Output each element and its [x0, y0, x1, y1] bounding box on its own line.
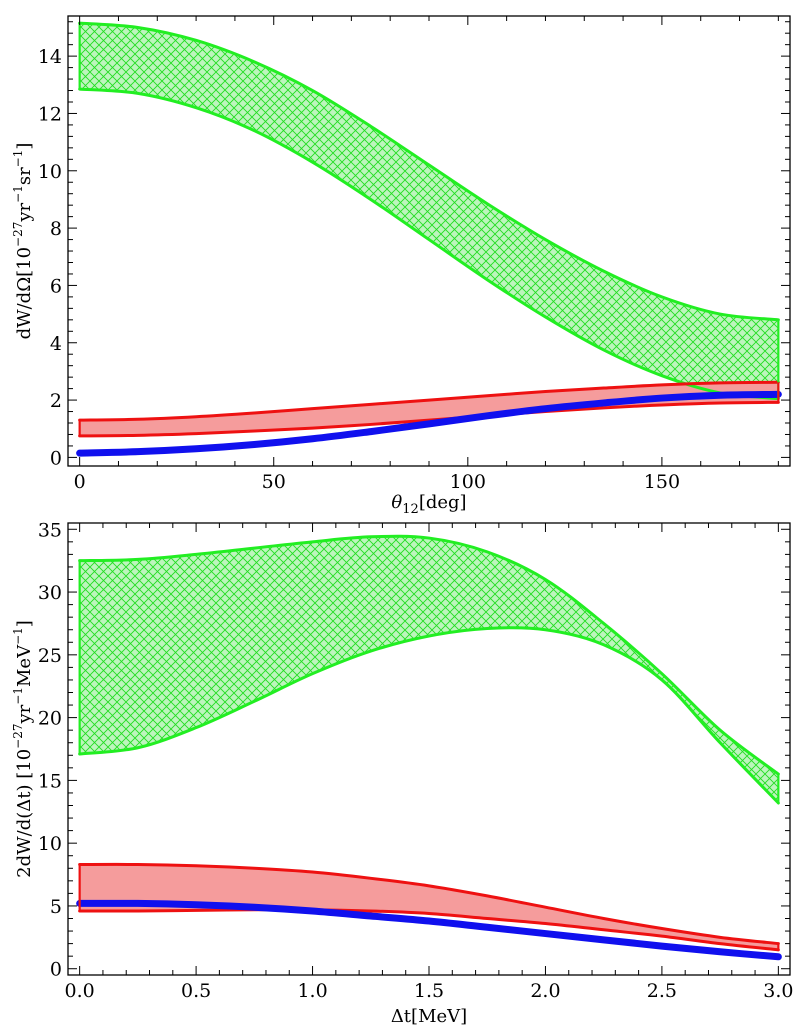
- x-axis-title: θ12[deg]: [391, 492, 466, 517]
- x-tick-label: 0.5: [181, 980, 211, 1002]
- blue-line: [76, 899, 782, 961]
- y-tick-label: 0: [50, 447, 62, 469]
- y-tick-label: 30: [38, 582, 62, 604]
- x-axis-title: Δt[MeV]: [391, 1006, 467, 1027]
- y-tick-label: 15: [38, 770, 62, 792]
- red-lower-line: [78, 908, 780, 952]
- series-lines: [76, 534, 782, 961]
- y-tick-label: 4: [50, 333, 62, 355]
- y-axis: 0 5 10 15 20 25 30 35: [38, 519, 790, 981]
- x-tick-label: 100: [450, 471, 486, 493]
- y-tick-label: 12: [38, 103, 62, 125]
- x-tick-label: 3.0: [763, 980, 793, 1002]
- y-tick-label: 25: [38, 645, 62, 667]
- green-uncertainty-band: [79, 536, 779, 803]
- series-lines: [76, 21, 782, 457]
- y-tick-label: 8: [50, 218, 62, 240]
- y-tick-label: 2: [50, 390, 62, 412]
- x-tick-label: 1.5: [414, 980, 444, 1002]
- green-lower-line: [78, 626, 780, 805]
- x-tick-label: 0.0: [65, 980, 95, 1002]
- uncertainty-bands: [79, 536, 779, 950]
- y-tick-label: 0: [50, 959, 62, 981]
- y-tick-label: 35: [38, 519, 62, 541]
- y-tick-label: 6: [50, 275, 62, 297]
- x-tick-label: 0: [74, 471, 86, 493]
- red-upper-line: [78, 862, 780, 946]
- x-axis: 0 50 100 150: [74, 16, 779, 493]
- x-axis: 0.0 0.5 1.0 1.5 2.0 2.5 3.0: [65, 523, 793, 1002]
- green-upper-line: [78, 21, 780, 322]
- x-tick-label: 2.5: [647, 980, 677, 1002]
- green-uncertainty-band: [79, 23, 779, 399]
- y-axis-title: 2dW/d(Δt) [10−27yr−1MeV−1]: [11, 620, 35, 878]
- uncertainty-bands: [79, 23, 779, 436]
- red-upper-line: [78, 380, 780, 422]
- y-tick-label: 14: [38, 46, 62, 68]
- x-tick-label: 2.0: [530, 980, 560, 1002]
- x-tick-label: 150: [644, 471, 680, 493]
- angular-distribution-plot: 0 50 100 150 0 2 4 6 8 10 12 14 θ12[deg] dW/dΩ[10−…: [11, 15, 791, 517]
- x-tick-label: 50: [262, 471, 286, 493]
- y-tick-label: 5: [50, 896, 62, 918]
- green-lower-line: [78, 87, 780, 401]
- red-lower-line: [78, 400, 780, 438]
- y-tick-label: 10: [38, 833, 62, 855]
- y-tick-label: 20: [38, 708, 62, 730]
- y-tick-label: 10: [38, 161, 62, 183]
- blue-line: [76, 390, 782, 457]
- green-upper-line: [78, 534, 780, 776]
- red-uncertainty-band: [79, 382, 779, 436]
- y-axis-title: dW/dΩ[10−27yr−1sr−1]: [11, 143, 35, 340]
- x-tick-label: 1.0: [297, 980, 327, 1002]
- y-axis: 0 2 4 6 8 10 12 14: [38, 21, 790, 469]
- energy-difference-plot: 0.0 0.5 1.0 1.5 2.0 2.5 3.0 0 5 10 15 20 25 30 35 Δt[…: [11, 519, 793, 1027]
